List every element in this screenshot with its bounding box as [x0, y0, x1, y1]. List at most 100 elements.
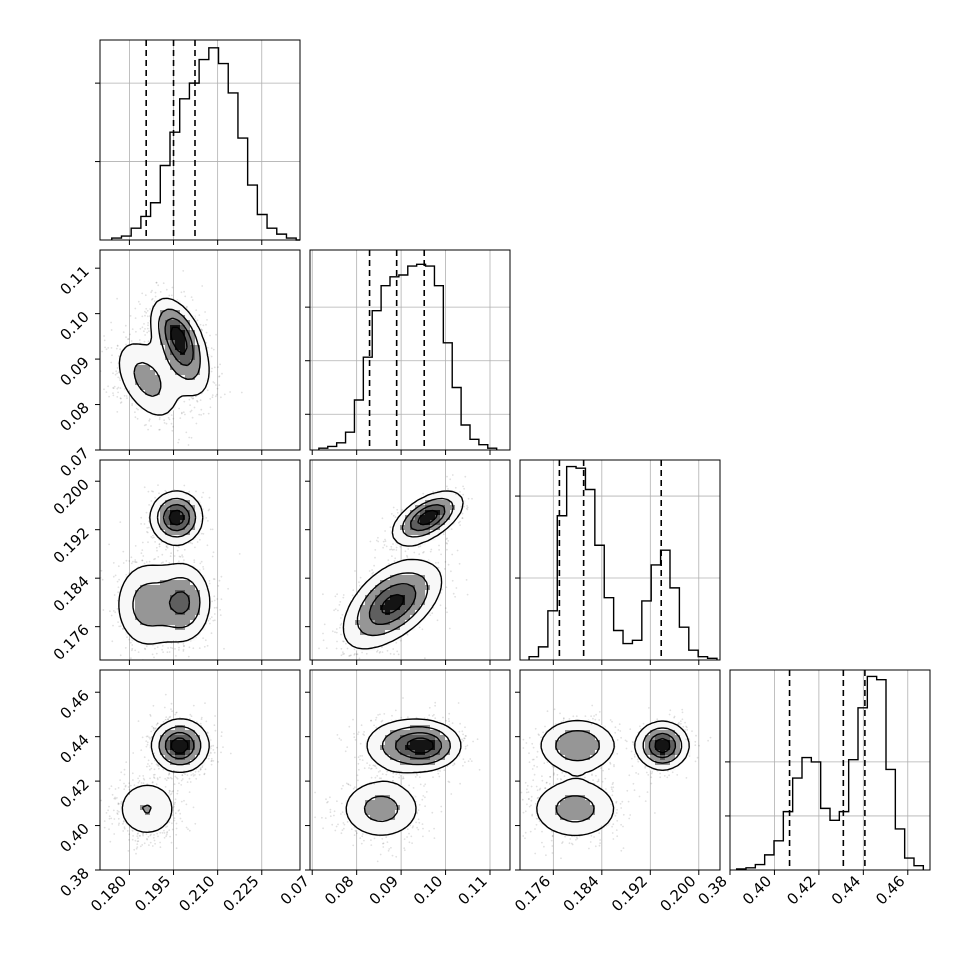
- sample-point: [215, 393, 218, 396]
- density-cell: [180, 335, 186, 341]
- sample-point: [119, 387, 122, 389]
- sample-point: [220, 396, 222, 399]
- density-cell: [185, 535, 191, 541]
- density-cell: [145, 625, 151, 631]
- sample-point: [134, 416, 137, 419]
- sample-point: [183, 484, 186, 487]
- density-cell: [160, 570, 166, 576]
- sample-point: [369, 540, 372, 543]
- sample-point: [196, 541, 199, 543]
- sample-point: [215, 606, 218, 609]
- density-cell: [195, 350, 201, 356]
- sample-point: [163, 419, 166, 422]
- sample-point: [342, 640, 344, 643]
- sample-point: [202, 568, 205, 570]
- density-cell: [180, 345, 186, 351]
- density-cell: [175, 500, 181, 506]
- sample-point: [196, 400, 199, 403]
- sample-point: [125, 395, 128, 397]
- sample-point: [190, 409, 193, 412]
- sample-point: [142, 555, 145, 557]
- density-cell: [130, 360, 136, 366]
- density-cell: [140, 345, 146, 351]
- sample-point: [205, 517, 208, 519]
- density-cell: [200, 595, 206, 601]
- sample-point: [182, 411, 185, 414]
- sample-point: [131, 328, 134, 330]
- sample-point: [171, 457, 173, 459]
- density-cell: [155, 500, 161, 506]
- density-cell: [170, 525, 176, 531]
- sample-point: [334, 608, 337, 610]
- density-cell: [160, 410, 166, 416]
- density-cell: [195, 505, 201, 511]
- sample-point: [240, 391, 243, 394]
- density-cell: [165, 615, 171, 621]
- density-cell: [160, 320, 166, 326]
- sample-point: [323, 623, 326, 626]
- sample-point: [461, 517, 464, 520]
- density-cell: [205, 375, 211, 381]
- density-cell: [130, 575, 136, 581]
- sample-point: [146, 663, 148, 665]
- density-cell: [190, 515, 196, 521]
- density-cell: [450, 510, 456, 516]
- density-cell: [185, 380, 191, 386]
- sample-point: [130, 562, 133, 565]
- density-cell: [175, 510, 181, 516]
- density-cell: [190, 605, 196, 611]
- density-cell: [165, 530, 171, 536]
- sample-point: [110, 614, 113, 617]
- sample-point: [154, 557, 157, 560]
- sample-point: [394, 557, 397, 560]
- sample-point: [396, 508, 399, 511]
- density-cell: [155, 305, 161, 311]
- density-cell: [190, 530, 196, 536]
- sample-point: [134, 307, 137, 310]
- density-cell: [170, 370, 176, 376]
- sample-point: [393, 653, 395, 656]
- density-cell: [180, 315, 186, 321]
- density-cell: [150, 615, 156, 621]
- density-cell: [160, 535, 166, 541]
- sample-point: [115, 662, 117, 664]
- y-tick-label: 0.10: [56, 308, 92, 344]
- density-cell: [195, 630, 201, 636]
- sample-point: [143, 523, 146, 525]
- sample-point: [116, 367, 119, 369]
- density-cell: [130, 595, 136, 601]
- density-cell: [175, 570, 181, 576]
- sample-point: [437, 561, 440, 564]
- density-cell: [180, 590, 186, 596]
- sample-point: [189, 410, 192, 413]
- sample-point: [193, 561, 196, 564]
- density-cell: [160, 590, 166, 596]
- density-cell: [200, 385, 206, 391]
- density-cell: [185, 605, 191, 611]
- sample-point: [128, 560, 131, 562]
- density-cell: [180, 580, 186, 586]
- density-cell: [175, 600, 181, 606]
- density-cell: [135, 600, 141, 606]
- sample-point: [368, 570, 371, 572]
- density-cell: [455, 510, 461, 516]
- density-cell: [200, 615, 206, 621]
- contour-line: [118, 297, 210, 416]
- sample-point: [201, 329, 204, 331]
- density-cell: [145, 345, 151, 351]
- sample-point: [143, 647, 146, 650]
- sample-point: [136, 417, 139, 420]
- density-cell: [130, 585, 136, 591]
- density-cell: [160, 365, 166, 371]
- density-cell: [160, 360, 166, 366]
- density-cell: [155, 615, 161, 621]
- sample-point: [454, 486, 457, 489]
- density-cell: [445, 500, 451, 506]
- sample-point: [103, 388, 105, 391]
- density-cell: [165, 630, 171, 636]
- panel-frame: [309, 249, 511, 451]
- density-cell: [155, 585, 161, 591]
- sample-point: [154, 291, 157, 294]
- density-cell: [195, 345, 201, 351]
- sample-point: [134, 411, 136, 414]
